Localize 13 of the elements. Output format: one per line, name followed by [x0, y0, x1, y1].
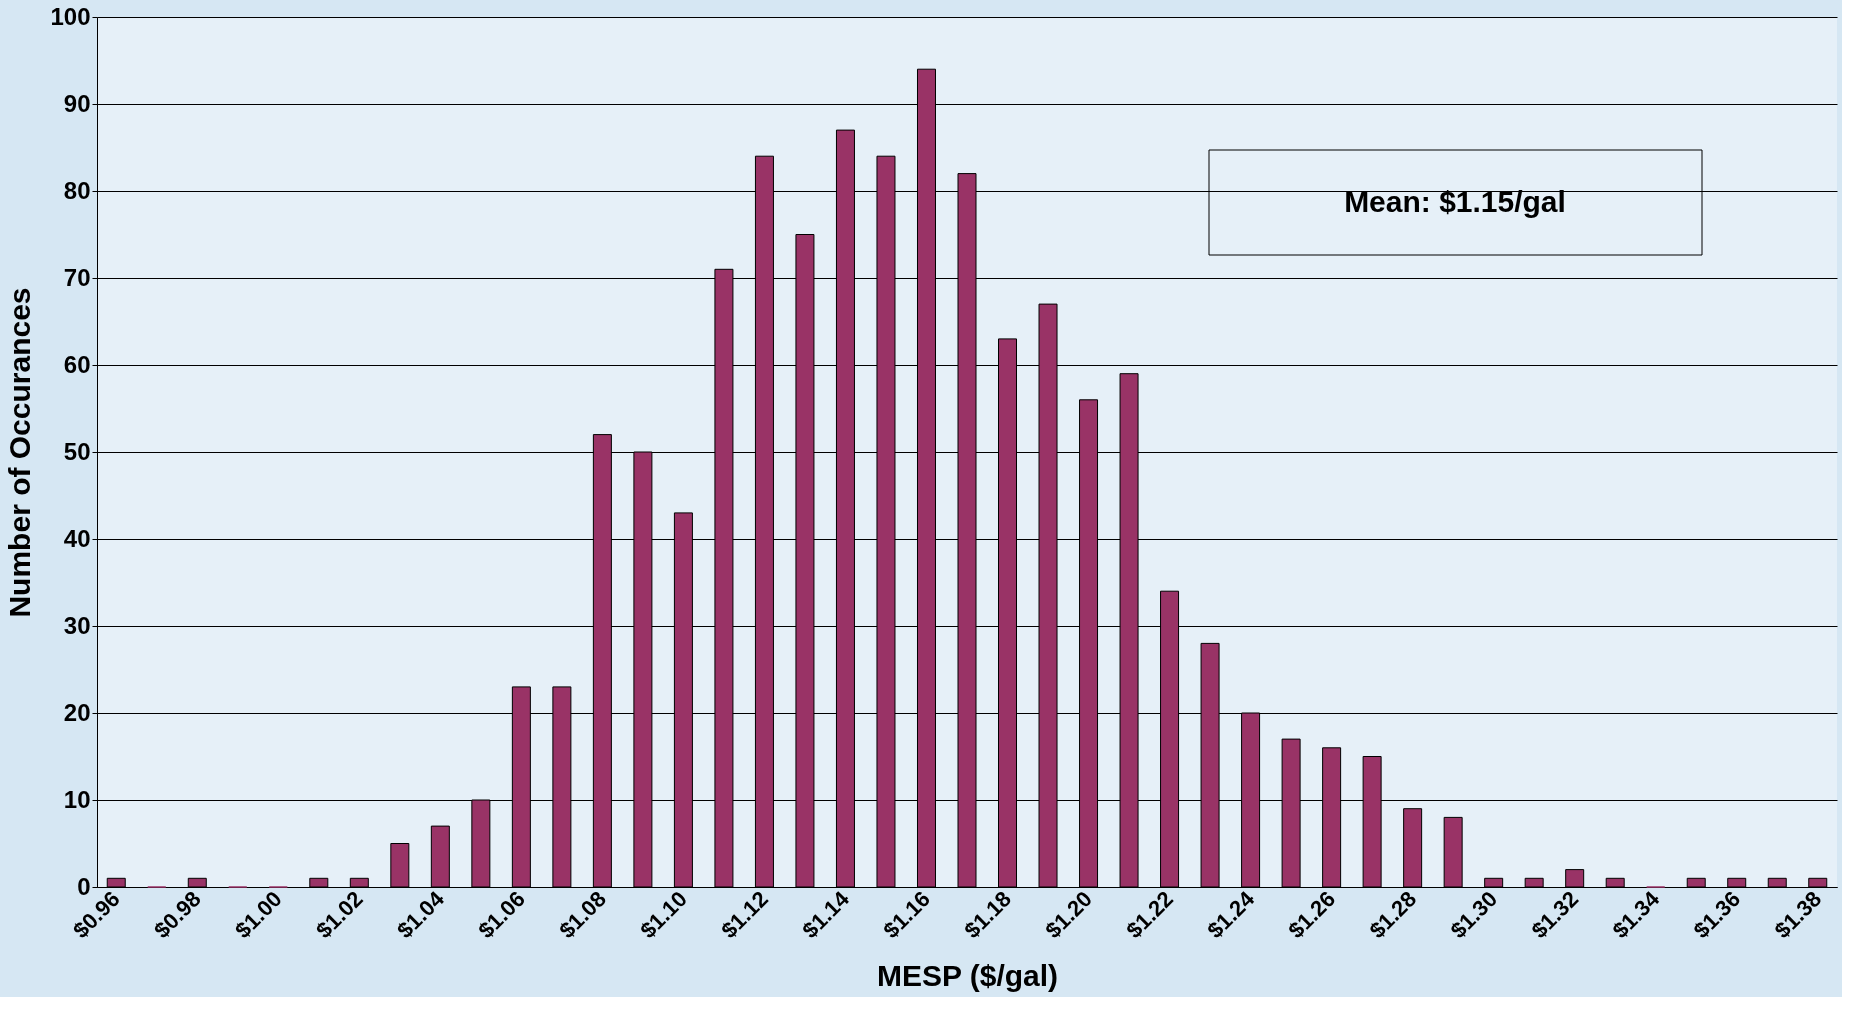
x-axis-title: MESP ($/gal) — [876, 959, 1059, 993]
y-tick-label: 20 — [63, 698, 91, 726]
y-tick-label: 100 — [50, 2, 91, 30]
y-tick-label: 90 — [63, 89, 91, 117]
y-tick-label: 80 — [63, 176, 91, 204]
y-tick-label: 40 — [63, 524, 91, 552]
annotation: Mean: $1.15/gal — [1344, 185, 1566, 218]
y-tick-label: 10 — [63, 785, 91, 813]
y-tick-label: 70 — [63, 263, 91, 291]
y-tick-label: 30 — [63, 611, 91, 639]
y-tick-label: 60 — [63, 350, 91, 378]
y-axis-title: Number of Occurances — [3, 287, 37, 618]
y-tick-label: 50 — [63, 437, 91, 465]
